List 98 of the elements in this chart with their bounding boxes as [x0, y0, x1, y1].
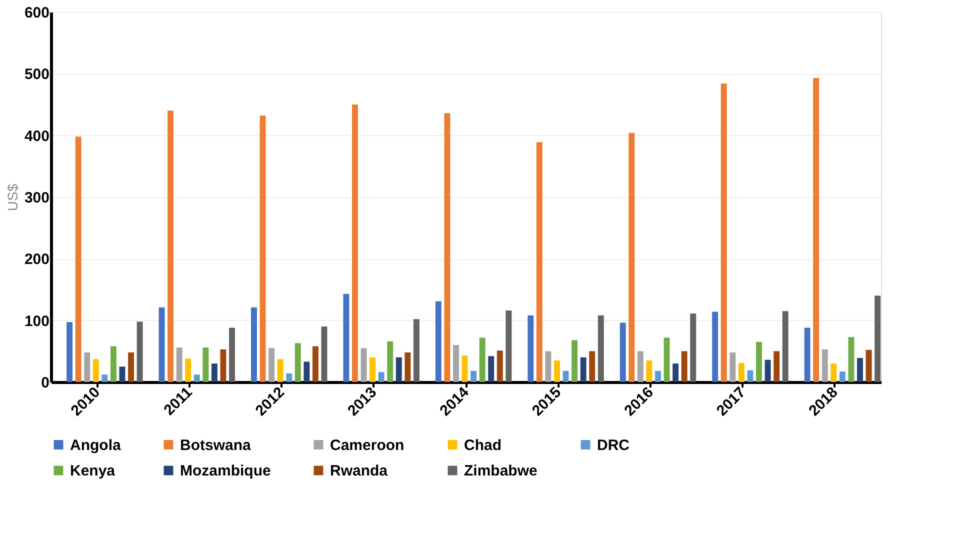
bar — [312, 346, 318, 382]
bar — [435, 301, 442, 382]
bar — [479, 338, 486, 382]
bar — [396, 357, 402, 382]
bar — [712, 312, 718, 382]
bar — [84, 352, 90, 382]
legend-label: Cameroon — [330, 436, 404, 454]
bar — [528, 315, 534, 382]
bar — [672, 364, 679, 382]
bar — [66, 322, 73, 382]
bar — [804, 328, 810, 382]
bar — [830, 364, 837, 382]
bar — [628, 132, 635, 382]
bar — [506, 310, 512, 382]
bar — [848, 336, 854, 382]
bar — [720, 84, 727, 382]
bar — [747, 370, 754, 382]
bar — [589, 351, 596, 382]
bar — [866, 350, 872, 382]
legend-label: Botswana — [180, 436, 252, 454]
bar — [764, 360, 771, 382]
bar — [404, 352, 411, 382]
bar — [462, 355, 468, 382]
y-tick-label: 200 — [24, 251, 50, 268]
bar — [782, 311, 788, 382]
bar — [268, 348, 275, 382]
bar — [185, 358, 192, 382]
bar — [194, 374, 200, 382]
legend-label: Kenya — [70, 462, 116, 480]
bar — [572, 340, 578, 382]
bar — [128, 352, 134, 382]
bar — [822, 349, 828, 382]
bar — [168, 110, 174, 382]
bar — [664, 338, 670, 382]
bar — [250, 307, 257, 382]
bar — [119, 366, 126, 382]
bar — [874, 296, 881, 382]
legend-label: Mozambique — [180, 462, 271, 480]
bar — [536, 142, 542, 382]
bar — [387, 341, 394, 382]
bar — [580, 357, 586, 382]
bar — [343, 294, 350, 382]
bar — [352, 104, 358, 382]
bar — [637, 351, 644, 382]
y-tick-label: 400 — [24, 128, 50, 145]
bar — [220, 349, 226, 382]
bar — [370, 357, 376, 382]
bar — [554, 360, 560, 382]
y-tick-label: 300 — [24, 190, 50, 206]
legend-label: Chad — [464, 436, 502, 454]
bar — [620, 322, 626, 382]
legend-label: Zimbabwe — [464, 462, 538, 480]
bar — [260, 116, 266, 382]
bar — [562, 370, 569, 382]
bar — [813, 78, 820, 382]
bar — [202, 347, 209, 382]
bar — [158, 307, 165, 382]
bar — [286, 373, 292, 382]
bar — [136, 322, 143, 382]
y-axis-title: US$ — [4, 184, 20, 212]
bar — [738, 362, 744, 382]
bar — [110, 346, 116, 382]
bar — [730, 352, 736, 382]
bar — [92, 359, 99, 382]
bar — [277, 359, 284, 382]
bar — [839, 372, 846, 382]
y-tick-label: 600 — [24, 4, 50, 22]
bar — [681, 351, 688, 382]
bar — [211, 364, 218, 382]
bar — [294, 343, 301, 382]
bar — [470, 370, 477, 382]
bar — [229, 328, 236, 382]
bar — [655, 370, 661, 382]
bar — [857, 358, 863, 382]
bar — [488, 356, 494, 382]
bar — [102, 374, 108, 382]
bar — [496, 350, 503, 382]
y-tick-label: 0 — [41, 374, 50, 392]
bar — [176, 347, 182, 382]
bar — [321, 326, 328, 382]
bar — [444, 113, 450, 382]
bar — [646, 360, 652, 382]
bar — [598, 315, 604, 382]
legend-label: Rwanda — [330, 462, 388, 480]
legend-label: Angola — [70, 436, 122, 454]
bar — [774, 351, 780, 382]
bar — [756, 342, 762, 382]
bar — [304, 362, 310, 382]
legend-label: DRC — [597, 436, 630, 454]
y-tick-label: 500 — [24, 66, 50, 84]
bar — [413, 319, 420, 382]
bar — [360, 348, 367, 382]
y-tick-label: 100 — [24, 312, 50, 330]
bar — [545, 351, 552, 382]
bar — [75, 136, 82, 382]
bar — [690, 314, 696, 382]
bar — [453, 345, 459, 382]
bar — [378, 372, 384, 382]
